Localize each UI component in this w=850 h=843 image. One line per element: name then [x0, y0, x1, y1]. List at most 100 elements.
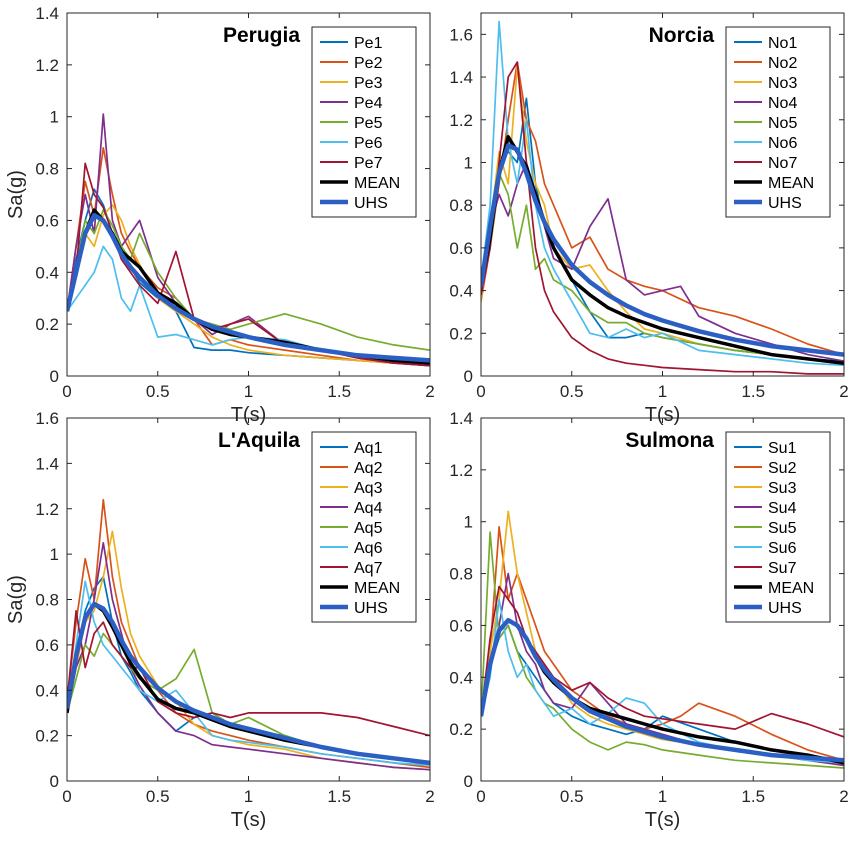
legend-label-su6: Su6: [768, 540, 797, 557]
x-tick-label: 1: [658, 787, 667, 806]
series-line-no4: [481, 161, 844, 362]
legend-label-su3: Su3: [768, 480, 797, 497]
y-tick-label: 1.2: [35, 500, 59, 519]
x-tick-label: 2: [839, 382, 848, 401]
y-tick-label: 1.4: [449, 68, 473, 87]
legend-label-pe3: Pe3: [354, 75, 383, 92]
y-tick-label: 0.2: [449, 720, 473, 739]
series-line-no2: [481, 61, 844, 356]
y-tick-label: 0: [50, 367, 59, 386]
legend-label-mean: MEAN: [768, 175, 814, 192]
x-tick-label: 1.5: [327, 787, 351, 806]
x-axis-label: T(s): [645, 809, 681, 831]
legend: Su1 Su2 Su3 Su4 Su5 Su6 Su7 MEAN UHS: [725, 431, 831, 623]
y-tick-label: 0.2: [35, 727, 59, 746]
series-line-aq7: [67, 609, 430, 737]
x-tick-label: 2: [425, 382, 434, 401]
panel-title: L'Aquila: [218, 429, 300, 452]
y-tick-label: 0: [50, 772, 59, 791]
x-tick-label: 0: [476, 382, 485, 401]
y-tick-label: 1.4: [35, 4, 59, 23]
legend-label-su2: Su2: [768, 460, 797, 477]
x-axis-label: T(s): [231, 809, 267, 831]
x-axis-label: T(s): [645, 404, 681, 426]
series-lines: [481, 510, 844, 769]
y-tick-label: 1.6: [449, 25, 473, 44]
legend-label-no3: No3: [768, 75, 797, 92]
x-tick-label: 1: [658, 382, 667, 401]
series-lines: [67, 113, 430, 367]
y-tick-label: 1: [50, 108, 59, 127]
chart-panel-4: 0 0.5 1 1.5 200.20.40.60.811.21.4T(s)Su1Su2S…: [449, 409, 848, 831]
x-tick-label: 1.5: [741, 382, 765, 401]
legend-label-aq6: Aq6: [354, 540, 383, 557]
series-line-uhs: [481, 617, 844, 763]
chart-panel-1: 0 0.5 1 1.5 2 0 0.2 0.4 0.6 0.8 1 1.2 1.4 T(s) Sa(g) Pe…: [5, 4, 435, 426]
series-line-mean: [481, 135, 844, 365]
series-line-pe5: [67, 209, 430, 351]
y-tick-label: 1.6: [35, 409, 59, 428]
y-axis-label: Sa(g): [5, 575, 27, 624]
legend-label-no6: No6: [768, 135, 797, 152]
legend-label-mean: MEAN: [354, 580, 400, 597]
legend-label-uhs: UHS: [768, 600, 802, 617]
legend-label-pe4: Pe4: [354, 95, 383, 112]
y-tick-label: 0.8: [449, 196, 473, 215]
legend-label-uhs: UHS: [768, 195, 802, 212]
legend-label-aq3: Aq3: [354, 480, 383, 497]
y-tick-label: 0.4: [449, 668, 473, 687]
x-tick-label: 0: [62, 382, 71, 401]
legend-label-su5: Su5: [768, 520, 797, 537]
y-tick-label: 0.4: [35, 681, 59, 700]
legend-label-su4: Su4: [768, 500, 797, 517]
legend-label-no7: No7: [768, 155, 797, 172]
legend-label-aq5: Aq5: [354, 520, 383, 537]
panel-title: Perugia: [223, 24, 300, 47]
legend-label-pe6: Pe6: [354, 135, 383, 152]
legend: Aq1 Aq2 Aq3 Aq4 Aq5 Aq6 Aq7 MEAN UHS: [311, 431, 417, 623]
series-line-uhs: [67, 212, 430, 363]
x-axis-label: T(s): [231, 404, 267, 426]
y-tick-label: 1.2: [449, 461, 473, 480]
y-tick-label: 1: [464, 513, 473, 532]
x-tick-label: 0: [62, 787, 71, 806]
x-tick-label: 0.5: [146, 382, 170, 401]
series-line-aq4: [67, 541, 430, 771]
series-line-su7: [481, 585, 844, 738]
x-tick-label: 1: [244, 787, 253, 806]
series-lines: [481, 20, 844, 375]
x-tick-label: 0: [476, 787, 485, 806]
x-tick-label: 0.5: [560, 382, 584, 401]
legend-label-uhs: UHS: [354, 600, 388, 617]
legend-label-no2: No2: [768, 55, 797, 72]
legend-label-mean: MEAN: [354, 175, 400, 192]
series-line-no5: [481, 172, 844, 365]
y-tick-label: 0.8: [35, 160, 59, 179]
legend-label-pe7: Pe7: [354, 155, 383, 172]
y-tick-label: 1.4: [449, 409, 473, 428]
x-tick-label: 0.5: [560, 787, 584, 806]
x-tick-label: 2: [425, 787, 434, 806]
y-tick-label: 0.2: [449, 324, 473, 343]
y-tick-label: 0.6: [449, 239, 473, 258]
chart-panel-2: 0 0.5 1 1.5 200.20.40.60.811.21.41.6T(s)No1N…: [449, 12, 849, 426]
legend-label-aq4: Aq4: [354, 500, 383, 517]
series-line-uhs: [481, 143, 844, 357]
y-tick-label: 1: [464, 153, 473, 172]
legend-label-uhs: UHS: [354, 195, 388, 212]
legend-label-pe5: Pe5: [354, 115, 383, 132]
panel-title: Norcia: [649, 24, 715, 47]
legend-label-aq2: Aq2: [354, 460, 383, 477]
legend-label-pe2: Pe2: [354, 55, 383, 72]
y-tick-label: 0.4: [449, 282, 473, 301]
x-tick-label: 1: [244, 382, 253, 401]
series-line-mean: [67, 602, 430, 765]
y-tick-label: 1.2: [35, 56, 59, 75]
legend-label-aq1: Aq1: [354, 440, 383, 457]
y-tick-label: 0.8: [449, 565, 473, 584]
legend-label-no4: No4: [768, 95, 797, 112]
legend: Pe1 Pe2 Pe3 Pe4 Pe5 Pe6 Pe7 MEAN UHS: [311, 26, 417, 218]
y-tick-label: 0.6: [35, 636, 59, 655]
series-line-uhs: [67, 601, 430, 766]
